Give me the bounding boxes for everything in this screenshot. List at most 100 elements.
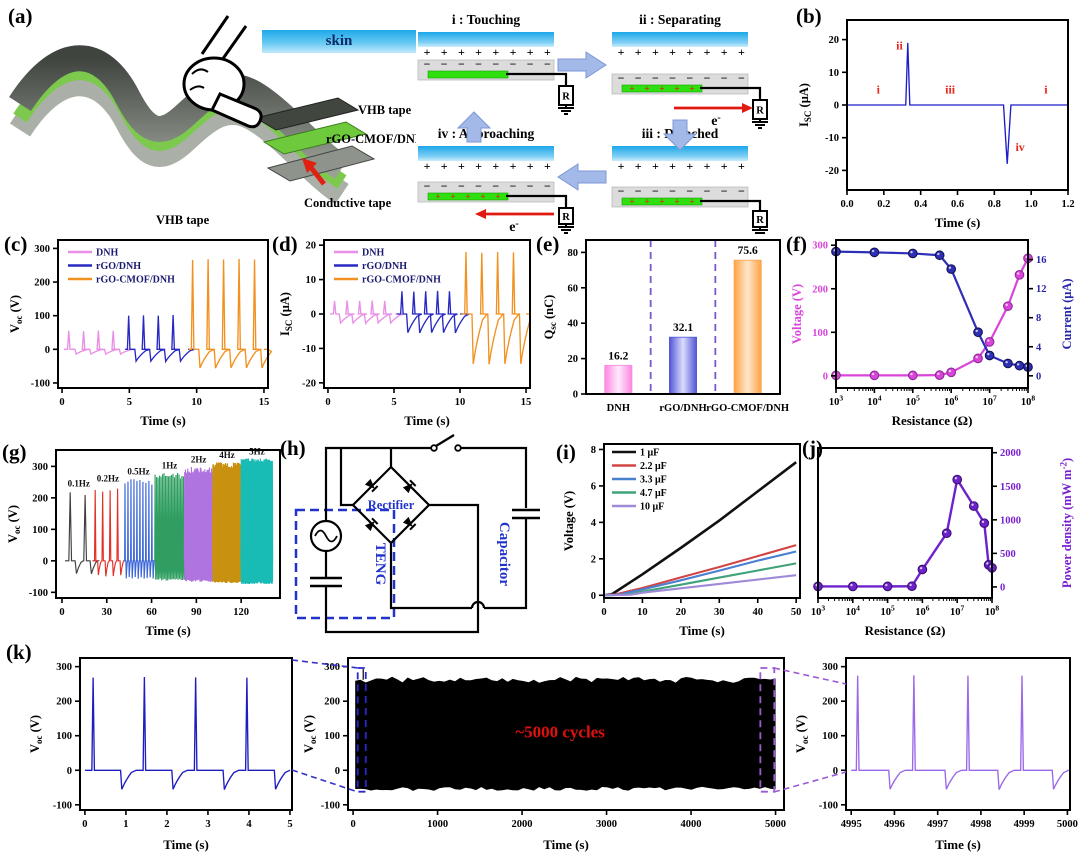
svg-text:+: +: [659, 198, 664, 208]
svg-text:6: 6: [591, 481, 596, 492]
svg-text:+: +: [618, 159, 625, 173]
svg-text:10: 10: [306, 275, 317, 286]
svg-text:60: 60: [568, 283, 579, 294]
svg-text:4Hz: 4Hz: [219, 450, 235, 460]
panel-label-e: (e): [536, 232, 560, 256]
svg-text:+: +: [721, 159, 728, 173]
svg-text:1: 1: [123, 819, 128, 830]
svg-text:−: −: [510, 57, 517, 71]
svg-text:-20: -20: [825, 166, 839, 177]
svg-text:+: +: [510, 45, 517, 59]
svg-text:Time (s): Time (s): [140, 413, 186, 428]
svg-text:100: 100: [324, 731, 340, 742]
panel-label-a: (a): [8, 4, 33, 28]
svg-text:+: +: [669, 159, 676, 173]
svg-text:0.6: 0.6: [951, 199, 964, 210]
svg-text:~5000 cycles: ~5000 cycles: [515, 722, 605, 741]
svg-text:300: 300: [324, 662, 340, 673]
svg-text:4.7 μF: 4.7 μF: [640, 488, 667, 499]
svg-text:+: +: [465, 193, 470, 203]
panel-label-h: (h): [280, 436, 306, 460]
svg-text:-100: -100: [31, 378, 50, 389]
svg-text:ISC (μA): ISC (μA): [797, 83, 813, 127]
svg-text:100: 100: [812, 328, 828, 339]
svg-text:Capacitor: Capacitor: [496, 522, 512, 586]
svg-text:300: 300: [56, 662, 72, 673]
svg-text:+: +: [527, 45, 534, 59]
svg-text:−: −: [475, 179, 482, 193]
svg-text:3000: 3000: [596, 819, 617, 830]
svg-text:−: −: [686, 184, 693, 198]
svg-text:8: 8: [591, 445, 596, 456]
svg-text:−: −: [510, 179, 517, 193]
svg-text:+: +: [674, 85, 679, 95]
svg-text:16: 16: [1036, 255, 1047, 266]
svg-text:1Hz: 1Hz: [162, 460, 178, 470]
panel-label-f: (f): [786, 232, 807, 256]
svg-text:+: +: [686, 45, 693, 59]
svg-text:4: 4: [591, 518, 597, 529]
svg-text:0: 0: [311, 310, 316, 321]
svg-text:ISC (μA): ISC (μA): [278, 292, 294, 336]
panel-label-i: (i): [556, 440, 576, 464]
svg-text:5000: 5000: [1057, 819, 1078, 830]
svg-text:5: 5: [287, 819, 292, 830]
svg-text:-100: -100: [321, 800, 340, 811]
svg-text:Time (s): Time (s): [935, 837, 981, 852]
svg-text:−: −: [544, 57, 551, 71]
svg-text:Conductive tape: Conductive tape: [304, 196, 392, 210]
svg-text:107: 107: [950, 604, 965, 619]
circuit-diagram: TENG Rectifier Capacitor: [294, 434, 540, 634]
svg-text:R: R: [562, 91, 570, 102]
svg-text:90: 90: [191, 607, 202, 618]
svg-text:10: 10: [637, 607, 648, 618]
panel-label-b: (b): [796, 4, 822, 28]
svg-text:−: −: [635, 71, 642, 85]
svg-text:0: 0: [601, 607, 606, 618]
svg-text:+: +: [689, 85, 694, 95]
svg-text:Time (s): Time (s): [935, 215, 981, 230]
svg-text:Voc (V): Voc (V): [28, 715, 44, 753]
svg-text:-10: -10: [825, 133, 839, 144]
panel-e-chart: 16.2 DNH 32.1 rGO/DNH 75.6 rGO-CMOF/DNH 0 20 40 6…: [542, 239, 789, 414]
svg-text:+: +: [652, 45, 659, 59]
svg-text:10: 10: [455, 397, 466, 408]
svg-text:R: R: [756, 105, 764, 116]
svg-text:10: 10: [829, 68, 840, 79]
svg-text:200: 200: [324, 697, 340, 708]
svg-text:+: +: [450, 193, 455, 203]
svg-text:1000: 1000: [1000, 515, 1021, 526]
svg-text:Time (s): Time (s): [404, 413, 450, 428]
working-mechanism-diagram: i : Touching+−+−+−+−+−+−+−+−Rii : Separa…: [417, 12, 768, 235]
panel-k3-chart: 4995 4996 4997 4998 4999 5000 -100 0 100 200 300 Ti…: [794, 657, 1078, 852]
svg-text:rGO/DNH: rGO/DNH: [659, 403, 706, 414]
svg-text:+: +: [441, 45, 448, 59]
svg-text:DNH: DNH: [607, 403, 630, 414]
svg-text:0.4: 0.4: [914, 199, 928, 210]
svg-text:0: 0: [833, 766, 838, 777]
svg-text:100: 100: [34, 311, 50, 322]
svg-text:108: 108: [1021, 394, 1036, 409]
svg-text:300: 300: [32, 462, 48, 473]
svg-text:+: +: [669, 45, 676, 59]
svg-text:+: +: [629, 85, 634, 95]
svg-text:-100: -100: [29, 588, 48, 599]
svg-text:0: 0: [591, 591, 596, 602]
svg-text:e-: e-: [509, 219, 519, 235]
svg-text:50: 50: [791, 607, 802, 618]
svg-text:105: 105: [906, 394, 921, 409]
svg-text:500: 500: [1000, 549, 1016, 560]
svg-text:4: 4: [1036, 342, 1042, 353]
svg-text:-100: -100: [819, 800, 838, 811]
svg-text:+: +: [721, 45, 728, 59]
svg-text:VHB tape: VHB tape: [358, 103, 412, 117]
svg-text:DNH: DNH: [362, 248, 384, 259]
svg-text:Time (s): Time (s): [679, 623, 725, 638]
svg-text:4995: 4995: [841, 819, 862, 830]
svg-text:0: 0: [43, 556, 48, 567]
svg-text:-100: -100: [53, 800, 72, 811]
svg-text:−: −: [635, 184, 642, 198]
svg-text:−: −: [424, 57, 431, 71]
svg-text:TENG: TENG: [372, 543, 388, 586]
svg-text:Qsc (nC): Qsc (nC): [542, 295, 558, 340]
